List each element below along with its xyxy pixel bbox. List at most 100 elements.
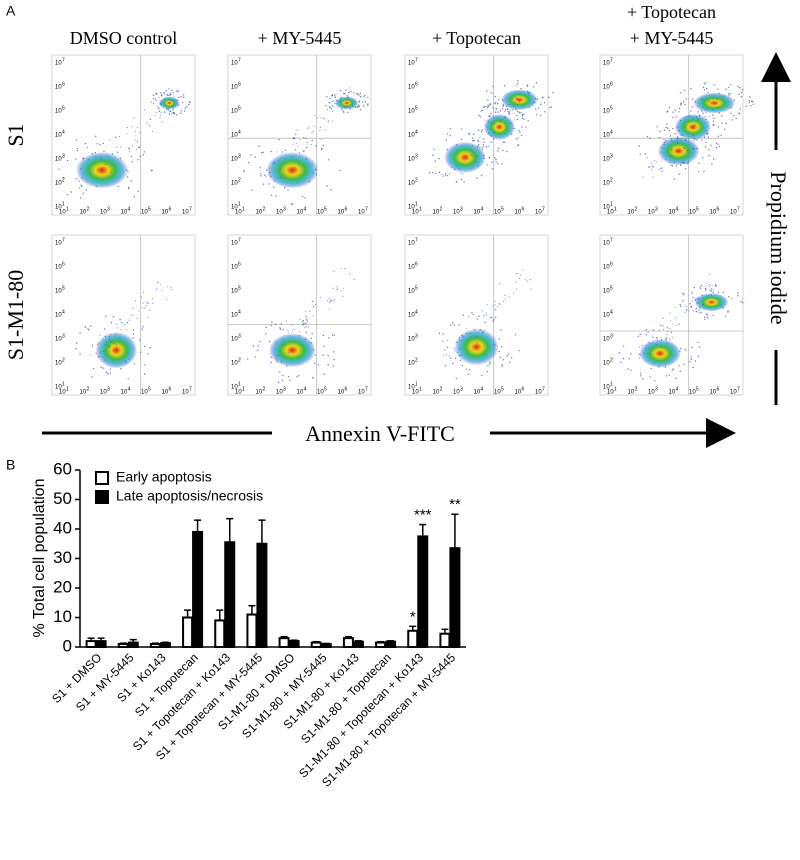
event-dot bbox=[725, 88, 727, 91]
event-dot bbox=[515, 281, 517, 283]
event-dot bbox=[150, 101, 153, 103]
event-dot bbox=[705, 112, 707, 114]
event-dot bbox=[113, 343, 115, 345]
y-tick-base: 10 bbox=[603, 205, 610, 211]
y-tick-base: 10 bbox=[603, 265, 610, 271]
y-tick-base: 10 bbox=[231, 385, 238, 391]
event-dot bbox=[331, 334, 334, 336]
event-dot bbox=[275, 195, 277, 197]
column-title: + Topotecan bbox=[432, 28, 521, 48]
event-dot bbox=[321, 117, 323, 119]
x-tick-exponent: 1 bbox=[614, 206, 617, 212]
x-tick-base: 10 bbox=[433, 390, 440, 396]
y-tick-exponent: 1 bbox=[238, 381, 241, 387]
event-dot bbox=[641, 344, 643, 346]
event-dot bbox=[713, 84, 715, 86]
event-dot bbox=[652, 329, 655, 331]
event-dot bbox=[143, 151, 145, 153]
event-dot bbox=[521, 126, 523, 128]
x-tick-base: 10 bbox=[412, 390, 419, 396]
event-dot bbox=[717, 88, 719, 90]
event-dot bbox=[627, 368, 629, 370]
event-dot bbox=[680, 92, 682, 94]
event-dot bbox=[705, 285, 707, 287]
event-dot bbox=[118, 136, 120, 138]
event-dot bbox=[503, 141, 506, 144]
event-dot bbox=[294, 137, 296, 139]
event-dot bbox=[687, 310, 689, 312]
event-dot bbox=[183, 110, 186, 112]
y-tick-base: 10 bbox=[231, 289, 238, 295]
y-tick-exponent: 6 bbox=[62, 81, 65, 87]
event-dot bbox=[692, 134, 695, 136]
event-dot bbox=[274, 323, 277, 326]
event-dot bbox=[339, 169, 341, 172]
event-dot bbox=[333, 334, 335, 336]
event-dot bbox=[283, 340, 285, 342]
event-dot bbox=[130, 180, 133, 182]
event-dot bbox=[697, 341, 699, 344]
event-dot bbox=[498, 302, 500, 305]
event-dot bbox=[479, 137, 481, 139]
event-dot bbox=[243, 169, 245, 172]
event-dot bbox=[100, 366, 102, 369]
event-dot bbox=[449, 173, 451, 175]
x-tick-base: 10 bbox=[80, 210, 87, 216]
event-dot bbox=[304, 322, 306, 325]
event-dot bbox=[119, 318, 121, 321]
event-dot bbox=[284, 344, 286, 346]
event-dot bbox=[727, 311, 729, 313]
event-dot bbox=[649, 137, 651, 140]
y-tick-base: 10 bbox=[603, 337, 610, 343]
y-tick-exponent: 1 bbox=[238, 201, 241, 207]
event-dot bbox=[465, 327, 467, 329]
event-dot bbox=[677, 138, 680, 140]
event-dot bbox=[487, 99, 489, 101]
density-blob bbox=[95, 332, 138, 369]
event-dot bbox=[66, 159, 69, 162]
plot-frame bbox=[404, 234, 549, 396]
event-dot bbox=[339, 101, 341, 103]
event-dot bbox=[684, 311, 686, 313]
event-dot bbox=[259, 167, 262, 169]
event-dot bbox=[281, 374, 284, 377]
event-dot bbox=[671, 336, 674, 338]
event-dot bbox=[680, 305, 682, 307]
y-tick-base: 10 bbox=[55, 181, 62, 187]
event-dot bbox=[131, 160, 134, 163]
event-dot bbox=[158, 110, 161, 112]
event-dot bbox=[544, 111, 546, 113]
density-blob bbox=[674, 114, 712, 140]
event-dot bbox=[116, 151, 119, 153]
event-dot bbox=[75, 139, 78, 141]
event-dot bbox=[345, 89, 347, 92]
event-dot bbox=[695, 310, 697, 313]
event-dot bbox=[458, 167, 460, 169]
event-dot bbox=[703, 89, 706, 91]
event-dot bbox=[185, 105, 188, 108]
event-dot bbox=[683, 300, 685, 302]
event-dot bbox=[499, 120, 501, 123]
event-dot bbox=[678, 129, 680, 132]
event-dot bbox=[302, 321, 304, 323]
legend-label: Early apoptosis bbox=[116, 469, 212, 485]
y-tick-exponent: 7 bbox=[610, 237, 613, 243]
event-dot bbox=[92, 367, 95, 370]
event-dot bbox=[486, 314, 488, 316]
event-dot bbox=[665, 339, 667, 341]
event-dot bbox=[509, 113, 511, 116]
event-dot bbox=[476, 318, 479, 320]
event-dot bbox=[698, 309, 700, 312]
y-tick-base: 10 bbox=[231, 313, 238, 319]
event-dot bbox=[471, 137, 474, 140]
row-label: S1 bbox=[3, 123, 28, 146]
event-dot bbox=[733, 114, 735, 117]
y-tick-base: 10 bbox=[603, 157, 610, 163]
y-tick-exponent: 5 bbox=[62, 105, 65, 111]
event-dot bbox=[482, 146, 485, 148]
event-dot bbox=[120, 329, 122, 331]
event-dot bbox=[494, 304, 496, 306]
event-dot bbox=[281, 379, 284, 382]
event-dot bbox=[737, 294, 739, 297]
event-dot bbox=[351, 105, 353, 107]
